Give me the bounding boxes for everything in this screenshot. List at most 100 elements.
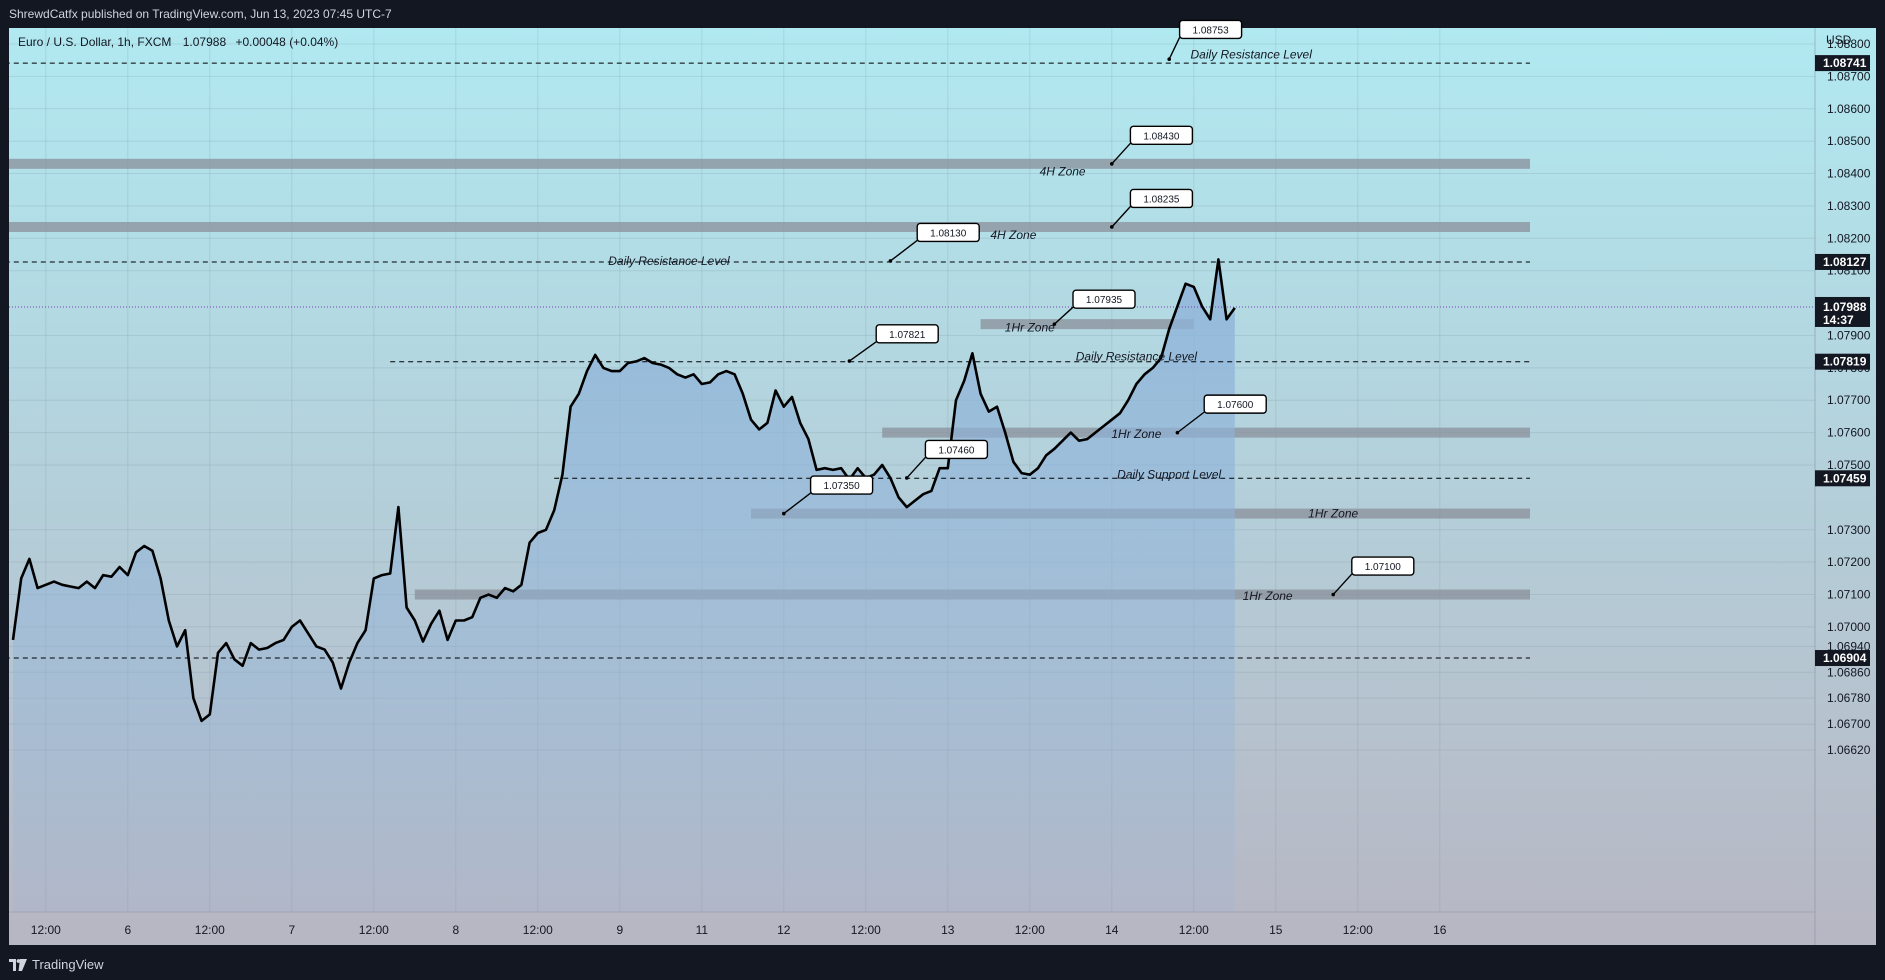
price-tick-label: 1.07600 xyxy=(1827,426,1871,440)
price-tick-label: 1.06860 xyxy=(1827,665,1871,679)
zone-band xyxy=(9,221,1530,232)
footer-bar xyxy=(0,946,1885,980)
time-tick-label: 12:00 xyxy=(1015,923,1045,937)
callout-label: 1.07100 xyxy=(1365,562,1402,573)
callout-label: 1.07600 xyxy=(1217,400,1254,411)
price-tick-label: 1.06780 xyxy=(1827,691,1871,705)
time-tick-label: 6 xyxy=(124,923,131,937)
last-price-tag-label: 1.07988 xyxy=(1823,300,1867,314)
callout-pointer xyxy=(1111,142,1131,165)
callout-anchor xyxy=(1331,592,1335,597)
callout-pointer xyxy=(889,239,918,262)
tradingview-logo[interactable]: TradingView xyxy=(9,957,104,972)
tradingview-brand: TradingView xyxy=(32,957,104,972)
time-axis[interactable]: 12:00 6 12:00 7 12:00 8 12:00 9 11 12 12:00 13 12:00… xyxy=(31,923,1447,937)
price-tick-label: 1.08300 xyxy=(1827,199,1871,213)
callout-label: 1.08430 xyxy=(1143,131,1180,142)
publisher-text: ShrewdCatfx published on TradingView.com… xyxy=(9,7,392,21)
grid xyxy=(9,28,1815,912)
chart-legend: Euro / U.S. Dollar, 1h, FXCM 1.07988 +0.… xyxy=(18,35,338,49)
price-tick-label: 1.08200 xyxy=(1827,231,1871,245)
currency-label: USD xyxy=(1826,33,1852,47)
callout-box xyxy=(809,475,874,495)
price-tick-label: 1.08400 xyxy=(1827,167,1871,181)
callout-pointer xyxy=(1053,306,1074,325)
time-tick-label: 11 xyxy=(696,923,709,937)
publisher-bar: ShrewdCatfx published on TradingView.com… xyxy=(0,0,1885,28)
price-tag-label: 1.08127 xyxy=(1823,255,1867,269)
legend-symbol: Euro / U.S. Dollar, 1h, FXCM xyxy=(18,35,171,49)
callout-anchor xyxy=(1110,225,1114,229)
annotations-layer: Daily Resistance Level 4H Zone 4H Zone Dail… xyxy=(608,48,1358,603)
price-tag-label: 1.07459 xyxy=(1823,471,1867,485)
zone-band xyxy=(980,319,1194,330)
last-price-tag-box xyxy=(1815,296,1870,327)
price-tick-label: 1.06940 xyxy=(1827,639,1871,653)
annotation-label: 4H Zone xyxy=(1040,164,1086,178)
callout-label: 1.08235 xyxy=(1143,194,1180,205)
callout-box xyxy=(916,222,980,243)
price-tag-box xyxy=(1815,470,1870,487)
legend-change: +0.00048 (+0.04%) xyxy=(235,35,338,49)
levels-layer xyxy=(9,62,1815,659)
time-tick-label: 14 xyxy=(1105,923,1119,937)
time-tick-label: 15 xyxy=(1269,923,1283,937)
callout-anchor xyxy=(1167,57,1171,62)
time-tick-label: 12:00 xyxy=(359,923,389,937)
annotation-label: 1Hr Zone xyxy=(1111,427,1161,441)
time-tick-label: 12:00 xyxy=(851,923,881,937)
time-tick-label: 13 xyxy=(941,923,955,937)
annotation-label: Daily Resistance Level xyxy=(1191,48,1313,62)
callout-label: 1.08753 xyxy=(1193,25,1230,36)
price-tick-label: 1.07700 xyxy=(1827,393,1871,407)
callout-pointer xyxy=(1111,206,1131,228)
time-tick-label: 16 xyxy=(1433,923,1447,937)
callout-pointer xyxy=(1332,573,1353,596)
callout-anchor xyxy=(847,359,852,363)
callouts-layer: 1.08753 1.08430 1.08235 1.08130 1.07935 1.078… xyxy=(782,19,1415,597)
callout-pointer xyxy=(848,341,877,362)
price-tick-label: 1.07500 xyxy=(1827,458,1871,472)
callout-anchor xyxy=(905,476,909,480)
callout-anchor xyxy=(1175,430,1180,435)
price-tag-label: 1.08741 xyxy=(1823,56,1867,70)
price-tick-label: 1.08800 xyxy=(1827,37,1871,51)
callout-box xyxy=(1072,289,1136,309)
price-tag-label: 1.07819 xyxy=(1823,355,1867,369)
price-tick-label: 1.06700 xyxy=(1827,717,1871,731)
annotation-label: 1Hr Zone xyxy=(1308,507,1358,521)
price-tag-box xyxy=(1815,353,1870,370)
price-tick-label: 1.07900 xyxy=(1827,328,1871,342)
callout-box xyxy=(875,324,939,344)
price-axis[interactable]: 1.08800 1.08700 1.08600 1.08500 1.08400 1.083… xyxy=(1827,37,1871,757)
price-tick-label: 1.08500 xyxy=(1827,134,1871,148)
price-tick-label: 1.08600 xyxy=(1827,102,1871,116)
time-tick-label: 7 xyxy=(288,923,295,937)
callout-pointer xyxy=(906,456,926,479)
price-tag-label: 1.06904 xyxy=(1823,651,1867,665)
callout-pointer xyxy=(1176,411,1205,434)
callout-box xyxy=(1129,125,1194,146)
annotation-label: 1Hr Zone xyxy=(1243,589,1293,603)
zone-band xyxy=(9,158,1530,169)
callout-anchor xyxy=(782,511,786,516)
callout-anchor xyxy=(1052,322,1057,326)
time-tick-label: 12:00 xyxy=(195,923,225,937)
price-area xyxy=(13,259,1235,912)
annotation-label: Daily Resistance Level xyxy=(1076,350,1198,364)
price-tags: 1.08741 1.08127 1.07819 1.07459 1.06904 1.079… xyxy=(1815,55,1870,667)
annotation-label: 4H Zone xyxy=(990,228,1036,242)
price-tick-label: 1.07200 xyxy=(1827,555,1871,569)
time-tick-label: 12:00 xyxy=(31,923,61,937)
callout-label: 1.07935 xyxy=(1086,295,1123,306)
callout-box xyxy=(1129,188,1194,209)
area-layer xyxy=(13,259,1235,912)
callout-box xyxy=(1203,394,1267,414)
bar-countdown-label: 14:37 xyxy=(1823,313,1854,327)
price-tick-label: 1.07000 xyxy=(1827,620,1871,634)
price-tick-label: 1.06620 xyxy=(1827,743,1871,757)
price-tag-box xyxy=(1815,253,1870,270)
annotation-label: Daily Resistance Level xyxy=(608,254,730,268)
price-tick-label: 1.08700 xyxy=(1827,69,1871,83)
